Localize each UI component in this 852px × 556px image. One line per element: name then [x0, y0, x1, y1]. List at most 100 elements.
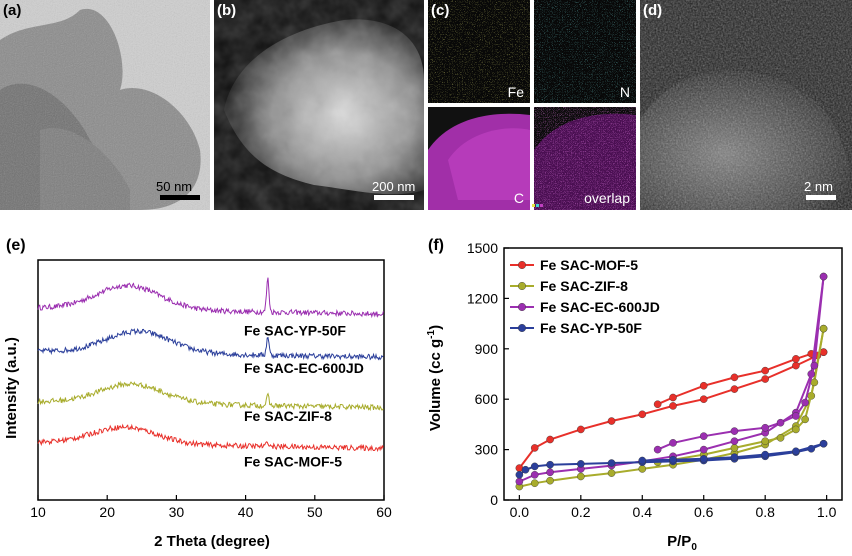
panel-d-label: (d)	[643, 2, 663, 19]
isotherm-point-mof5	[761, 375, 769, 383]
xrd-plot-area: 10 20 30 40 50 60 Fe SAC-YP-50F Fe SAC-EC-600JD…	[30, 259, 392, 520]
isotherm-point-zif8	[810, 378, 819, 387]
isotherm-x-axis-label: P/P0	[667, 533, 697, 553]
isotherm-y-tick-label: 300	[475, 442, 499, 458]
isotherm-series-zif8-desorption	[657, 328, 825, 464]
stem-image-texture	[214, 0, 424, 210]
isotherm-frame	[503, 247, 843, 501]
panel-a-tem-image: (a) 50 nm	[0, 0, 210, 210]
isotherm-point-mof5	[699, 381, 708, 390]
isotherm-point-yp50	[669, 455, 677, 464]
isotherm-y-tick-label: 1500	[467, 240, 498, 256]
isotherm-point-yp50	[577, 460, 585, 468]
panel-b-scale-bar	[374, 195, 414, 200]
panel-d-scale-bar	[806, 195, 836, 200]
isotherm-point-yp50	[730, 453, 739, 461]
xrd-x-tick-label: 10	[30, 504, 46, 520]
isotherm-point-mof5	[792, 361, 800, 370]
isotherm-point-zif8	[607, 469, 616, 477]
isotherm-point-mof5	[761, 366, 769, 375]
isotherm-point-ec600	[819, 272, 828, 281]
panel-d-scale-text: 2 nm	[804, 179, 833, 194]
isotherm-point-ec600	[730, 427, 739, 435]
isotherm-series-ec600-desorption	[657, 276, 825, 451]
panel-c-label: (c)	[431, 2, 450, 19]
isotherm-point-mof5	[669, 393, 677, 402]
isotherm-y-tick-label: 600	[475, 391, 499, 407]
isotherm-point-yp50	[521, 465, 530, 474]
xrd-series-label: Fe SAC-ZIF-8	[244, 408, 332, 424]
isotherm-legend-label: Fe SAC-ZIF-8	[540, 278, 628, 294]
isotherm-point-zif8	[819, 324, 828, 333]
isotherm-x-tick-label: 0.0	[510, 504, 530, 520]
panel-b-label: (b)	[217, 2, 237, 19]
isotherm-point-ec600	[761, 423, 769, 432]
isotherm-point-yp50	[546, 460, 554, 469]
xrd-series-label: Fe SAC-EC-600JD	[244, 360, 364, 376]
isotherm-point-ec600	[530, 470, 539, 479]
isotherm-y-tick-label: 1200	[467, 290, 498, 306]
isotherm-point-mof5	[577, 425, 585, 434]
isotherm-point-mof5	[530, 444, 539, 452]
isotherm-point-mof5	[638, 410, 647, 419]
isotherm-point-ec600	[810, 361, 819, 370]
isotherm-x-tick-label: 1.0	[817, 504, 837, 520]
xrd-chart: (e) 10 20 30 40 50 60 Fe SAC-YP-50F Fe SAC-EC-6…	[3, 237, 392, 550]
xrd-x-tick-label: 20	[99, 504, 115, 520]
isotherm-legend-marker	[517, 282, 526, 291]
isotherm-y-tick-label: 900	[475, 341, 499, 357]
isotherm-point-yp50	[819, 439, 828, 448]
isotherm-point-mof5	[699, 395, 708, 403]
tem-image-texture	[0, 0, 210, 210]
isotherm-x-tick-label: 0.4	[633, 504, 653, 520]
isotherm-y-axis-label: Volume (cc g-1)	[426, 325, 444, 431]
panel-d-hr-image: (d) 2 nm	[640, 0, 852, 210]
isotherm-point-mof5	[730, 373, 739, 382]
xrd-series-yp50	[37, 327, 384, 361]
isotherm-point-ec600	[792, 412, 800, 420]
isotherm-point-mof5	[653, 400, 662, 409]
isotherm-x-tick-label: 0.8	[755, 504, 775, 520]
panel-a-scale-text: 50 nm	[156, 179, 193, 194]
xrd-series-ec600	[37, 277, 384, 319]
isotherm-point-mof5	[730, 385, 739, 393]
isotherm-x-tick-label: 0.6	[694, 504, 714, 520]
eds-map-c-label: C	[513, 190, 524, 206]
isotherm-point-ec600	[776, 418, 785, 427]
isotherm-point-zif8	[638, 465, 647, 473]
isotherm-point-ec600	[515, 477, 524, 486]
isotherm-point-mof5	[607, 417, 616, 425]
xrd-x-tick-label: 50	[307, 504, 323, 520]
isotherm-point-mof5	[669, 402, 677, 410]
isotherm-point-yp50	[792, 447, 800, 456]
isotherm-point-zif8	[577, 472, 585, 481]
xrd-x-axis-label: 2 Theta (degree)	[154, 533, 270, 550]
eds-map-grid	[428, 0, 636, 210]
panel-b-stem-image: (b) 200 nm	[214, 0, 424, 210]
xrd-x-tick-label: 40	[238, 504, 254, 520]
isotherm-panel-label: (f)	[428, 237, 444, 254]
xrd-series-label: Fe SAC-MOF-5	[244, 453, 342, 469]
eds-map-n-label: N	[619, 84, 630, 100]
isotherm-point-zif8	[761, 437, 769, 445]
xrd-series-mof5	[37, 423, 384, 453]
isotherm-legend-marker	[517, 261, 526, 270]
isotherm-legend-label: Fe SAC-EC-600JD	[540, 299, 660, 315]
xrd-series-zif8	[37, 380, 384, 412]
isotherm-point-ec600	[730, 437, 739, 445]
isotherm-point-yp50	[699, 455, 708, 463]
xrd-panel-label: (e)	[6, 237, 26, 254]
eds-map-fe-label: Fe	[507, 84, 524, 100]
isotherm-point-zif8	[801, 415, 809, 424]
isotherm-point-zif8	[730, 444, 739, 452]
isotherm-point-mof5	[819, 348, 828, 356]
isotherm-point-mof5	[792, 355, 800, 363]
isotherm-point-yp50	[607, 459, 616, 467]
isotherm-point-ec600	[699, 432, 708, 440]
xrd-x-tick-label: 30	[169, 504, 185, 520]
isotherm-point-mof5	[546, 435, 554, 444]
isotherm-chart: (f) 0.0 0.2 0.4 0.6 0.8 1.0 0 300 600 900 1200 1500…	[426, 237, 843, 553]
eds-map-overlap-label: overlap	[584, 190, 630, 206]
isotherm-point-yp50	[530, 462, 539, 471]
isotherm-legend-label: Fe SAC-MOF-5	[540, 257, 638, 273]
